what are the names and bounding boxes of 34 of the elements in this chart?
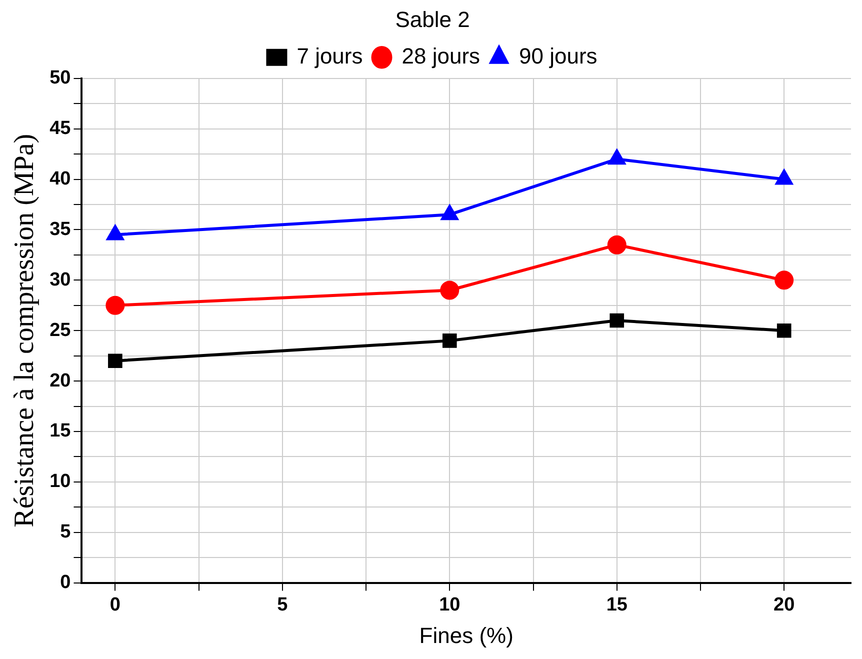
y-tick-label: 20 [50, 370, 71, 392]
x-tick-label: 10 [439, 594, 460, 616]
point [608, 150, 626, 165]
y-tick-label: 50 [50, 68, 71, 89]
legend-label: 28 jours [402, 43, 480, 68]
x-tick-label: 15 [606, 594, 628, 616]
point [776, 323, 792, 338]
x-tick-label: 20 [774, 594, 795, 616]
point [108, 354, 122, 368]
y-axis-title: Résistance à la compression (MPa) [9, 134, 40, 528]
y-tick-label: 35 [50, 218, 72, 240]
point [440, 280, 460, 300]
point [106, 296, 125, 315]
legend-title: Sable 2 [395, 7, 470, 32]
point [776, 170, 793, 185]
point [441, 205, 458, 220]
y-tick-label: 15 [50, 420, 72, 442]
point [442, 334, 457, 348]
y-tick-label: 0 [60, 572, 71, 594]
y-tick-label: 10 [50, 471, 71, 492]
point [610, 313, 624, 328]
x-tick-label: 0 [110, 594, 120, 616]
y-tick-label: 40 [50, 168, 71, 190]
y-tick-label: 30 [50, 269, 71, 290]
x-tick-label: 5 [277, 594, 288, 616]
y-tick-label: 5 [60, 522, 72, 543]
point [106, 225, 124, 240]
point [607, 235, 626, 254]
y-tick-label: 45 [50, 118, 72, 140]
x-axis-title: Fines (%) [419, 622, 514, 648]
point [774, 270, 794, 290]
legend-label: 90 jours [519, 43, 598, 68]
legend-label: 7 jours [296, 43, 363, 68]
y-tick-label: 25 [50, 320, 72, 341]
